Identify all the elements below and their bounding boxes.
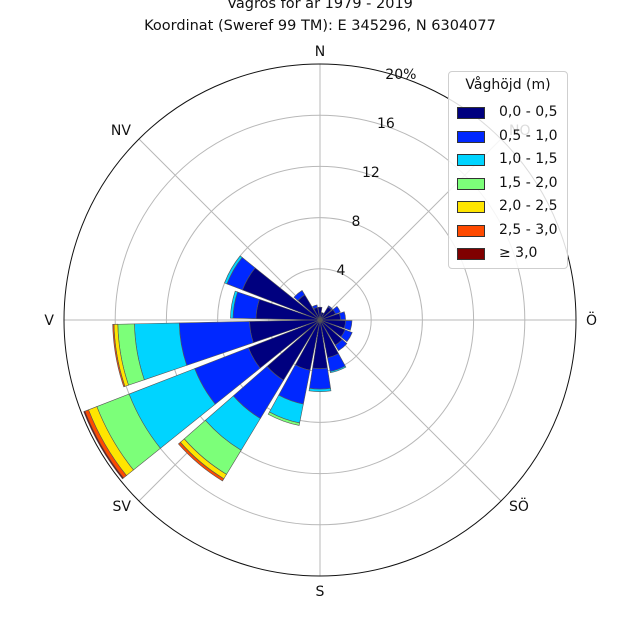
chart-subtitle: Koordinat (Sweref 99 TM): E 345296, N 63… [144,18,496,34]
direction-label: NV [111,123,131,139]
sector-340-bin-1 [312,304,318,310]
radial-tick-label: 20% [385,67,416,83]
sector-280-bin-1 [232,291,260,319]
direction-label: Ö [586,311,597,329]
legend-swatch [457,154,485,166]
grid-ring [165,165,475,475]
radial-tick-label: 4 [337,263,346,279]
sector-40-bin-1 [327,305,333,311]
legend-swatch [457,201,485,213]
sector-100-bin-1 [343,320,353,331]
direction-label: V [44,313,54,329]
radial-tick-label: 16 [377,116,395,132]
legend-swatch [457,248,485,260]
chart-title: Vågros för år 1979 - 2019 [227,0,413,12]
sector-180-bin-1 [309,367,331,390]
sector-300-bin-2 [224,255,243,285]
sector-120-bin-1 [340,329,353,343]
rose-sectors [83,255,353,482]
sector-200-bin-3 [267,411,300,426]
legend-label: 0,5 - 1,0 [499,127,558,144]
outer-ring [63,63,577,577]
legend-label: 1,0 - 1,5 [499,151,558,167]
grid-spoke [138,138,321,321]
sector-140-bin-1 [334,338,348,352]
direction-label: S [316,584,325,600]
direction-label: SV [113,499,132,515]
legend-title: Våghöjd (m) [465,77,551,93]
direction-label: N [315,44,325,60]
legend-swatch [457,107,485,119]
direction-label: SÖ [509,497,529,515]
sector-240-bin-6 [83,410,124,480]
radial-tick-label: 12 [362,165,380,181]
legend-label: ≥ 3,0 [499,245,538,261]
legend-swatch [457,224,485,237]
sector-180-bin-2 [308,387,332,392]
legend-swatch [457,130,485,143]
sector-60-bin-1 [332,305,341,315]
sector-160-bin-2 [329,365,347,374]
sector-260-bin-5 [112,324,126,388]
legend-swatch [457,177,485,190]
legend-label: 2,5 - 3,0 [499,221,558,238]
sector-80-bin-1 [339,311,346,320]
legend-label: 1,5 - 2,0 [499,174,558,191]
sector-220-bin-5 [178,441,225,482]
grid-ring [217,217,423,423]
legend: Våghöjd (m) 0,0 - 0,5 0,5 - 1,0 1,0 - 1,5 1… [448,71,568,269]
grid-spoke [319,319,502,502]
sector-280-bin-2 [230,290,238,319]
grid-ring [114,114,526,526]
sector-260-bin-2 [134,322,188,381]
sector-320-bin-1 [293,290,306,302]
radial-tick-label: 8 [351,214,360,230]
legend-label: 2,0 - 2,5 [499,198,558,214]
legend-label: 0,0 - 0,5 [499,104,558,120]
